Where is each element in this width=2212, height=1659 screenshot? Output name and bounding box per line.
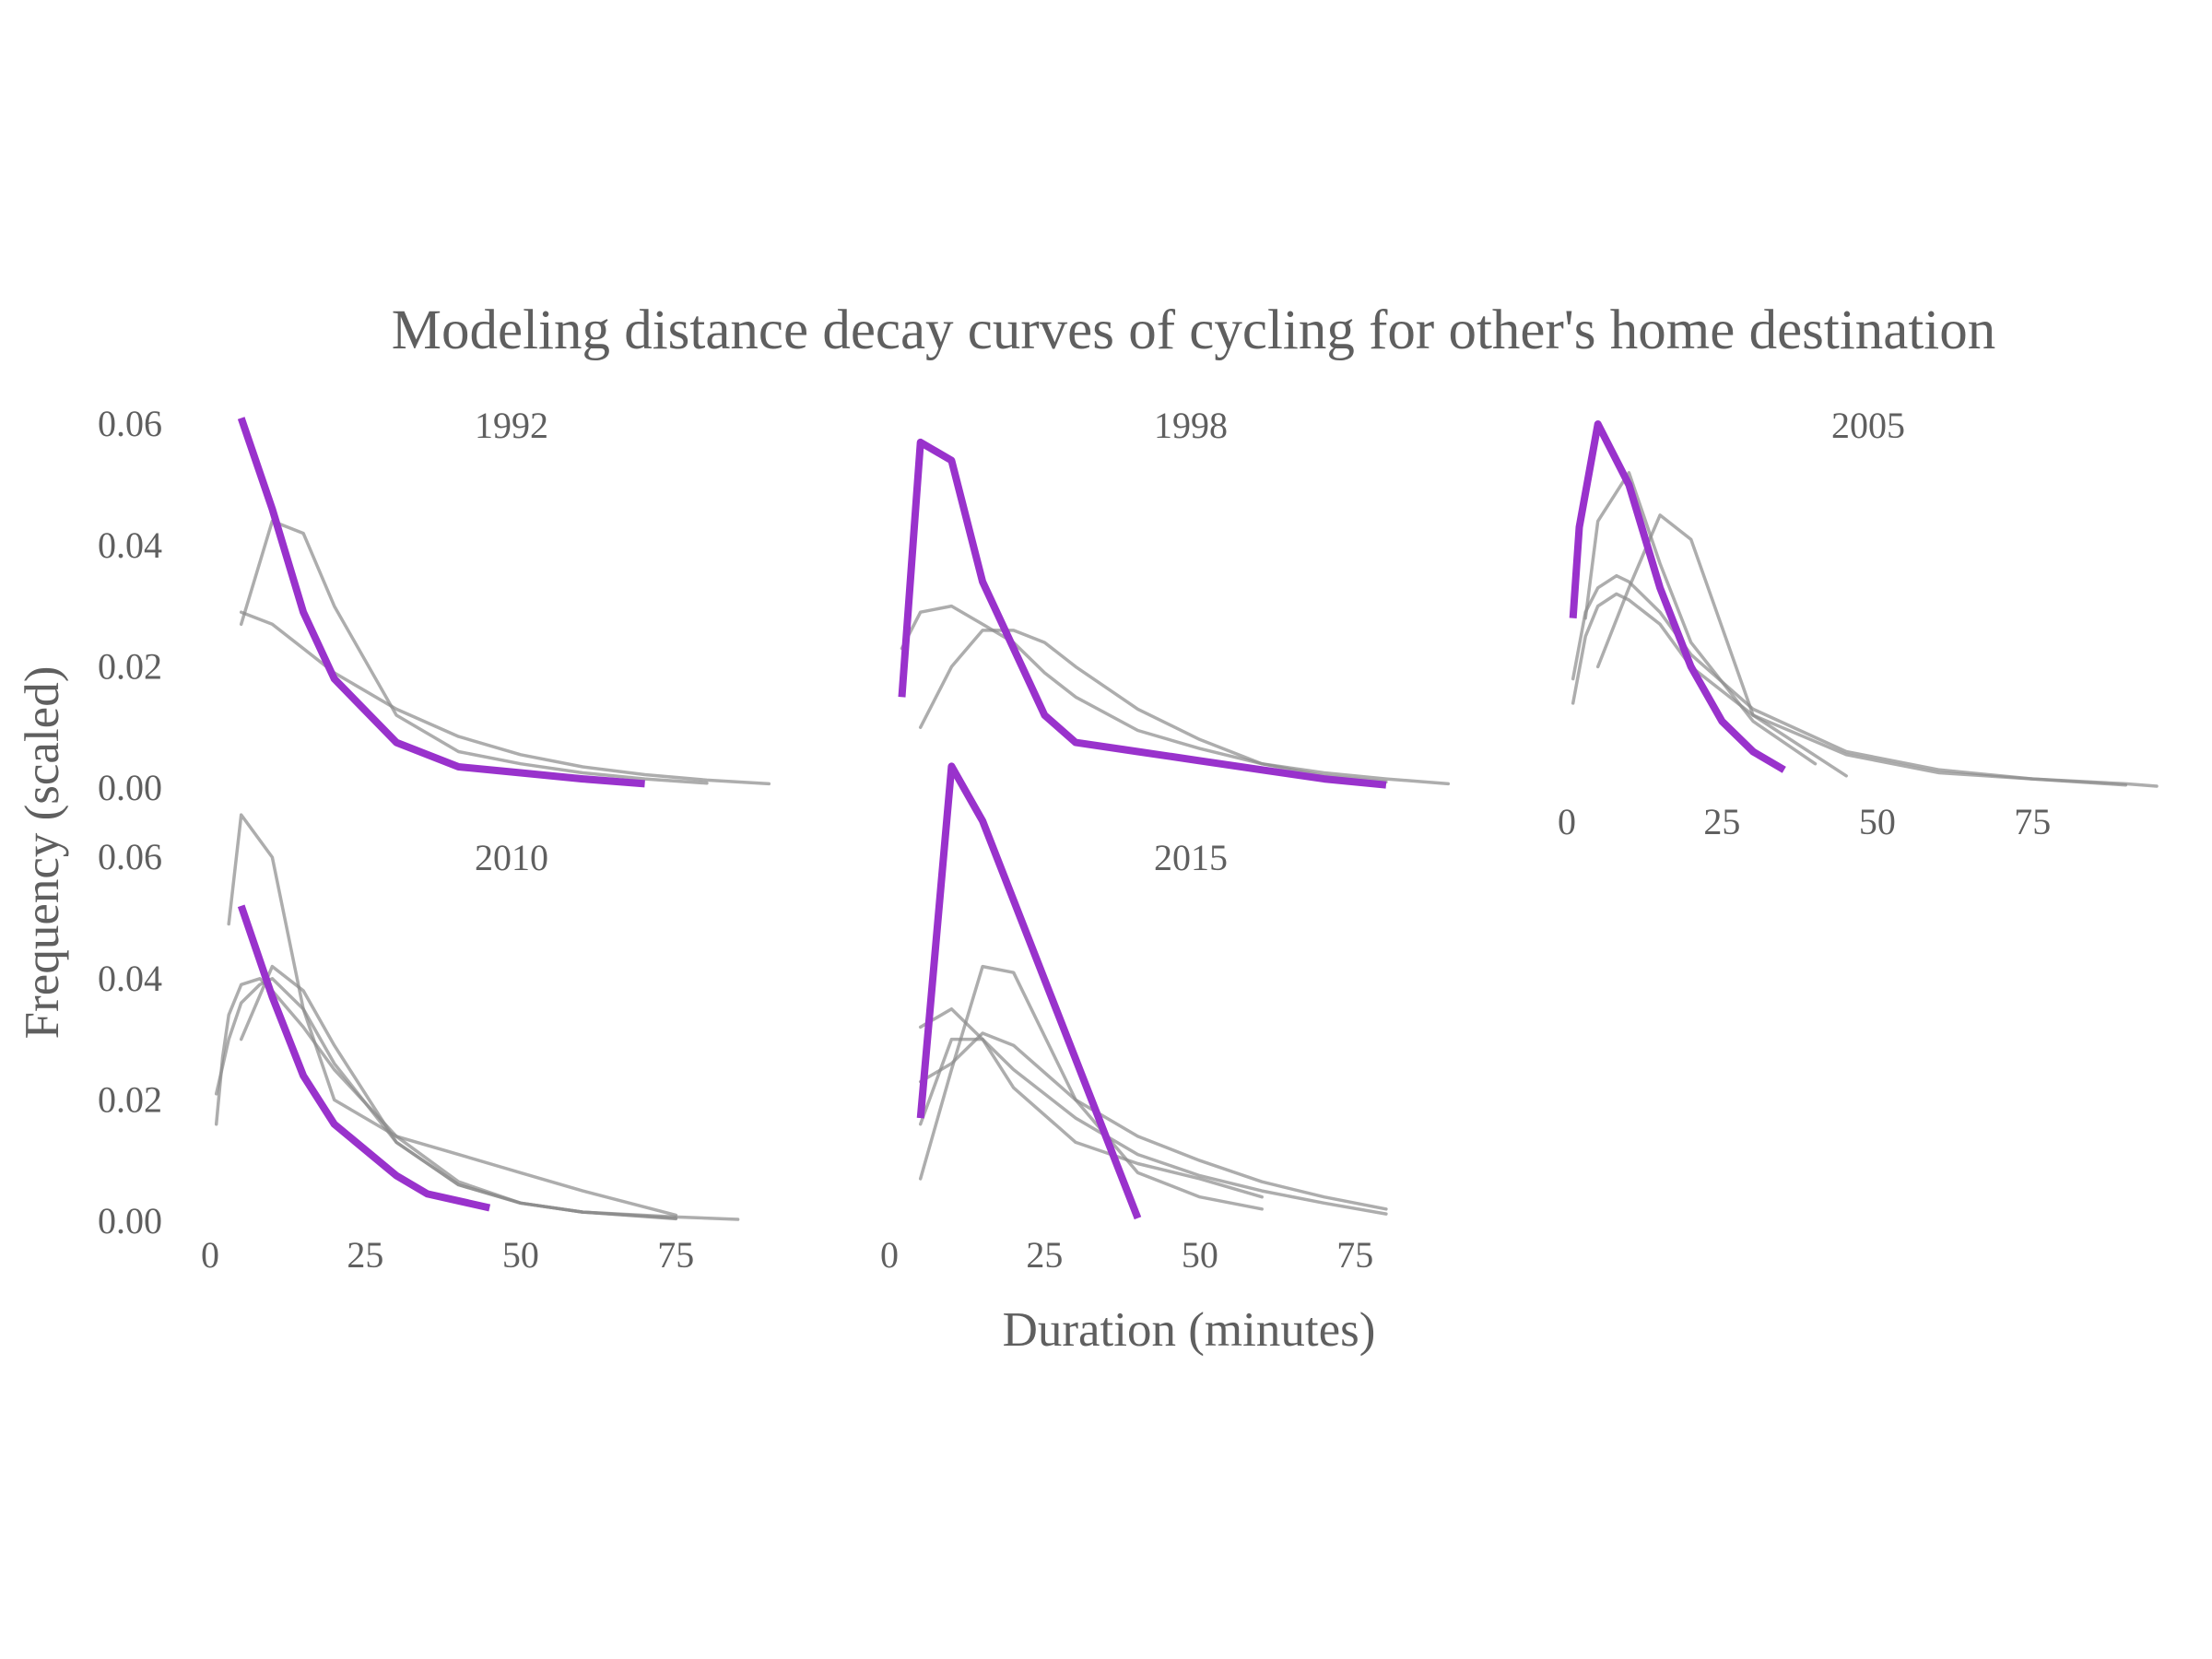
context-series-line (214, 977, 740, 1221)
x-tick-label: 75 (1336, 1234, 1373, 1276)
x-tick-label: 25 (347, 1234, 383, 1276)
panel-2015: 2015 0 25 50 75 (880, 762, 1388, 1276)
panel-1998: 1998 (898, 405, 1451, 789)
y-tick-label: 0.04 (98, 524, 162, 566)
x-tick-label: 50 (1859, 801, 1896, 842)
y-tick-label: 0.06 (98, 836, 162, 877)
highlight-series-line (237, 417, 645, 788)
context-series-line (1583, 471, 1818, 766)
x-tick-label: 25 (1026, 1234, 1063, 1276)
y-tick-label: 0.06 (98, 403, 162, 444)
context-series-line (1571, 592, 2159, 788)
highlight-series-line (916, 762, 1142, 1220)
x-tick-label: 0 (880, 1234, 899, 1276)
panel-label: 2010 (475, 837, 548, 878)
x-tick-label: 50 (1182, 1234, 1218, 1276)
context-series-line (918, 629, 1388, 784)
x-tick-label: 25 (1703, 801, 1740, 842)
y-tick-label: 0.04 (98, 958, 162, 999)
highlight-series-line (1569, 420, 1786, 773)
context-series-line (918, 1031, 1388, 1211)
x-tick-label: 0 (201, 1234, 219, 1276)
highlight-series-line (898, 438, 1387, 789)
y-axis-title: Frequency (scaled) (16, 666, 69, 1040)
context-series-line (227, 813, 678, 1218)
y-tick-label: 0.00 (98, 767, 162, 808)
x-axis-title: Duration (minutes) (1003, 1303, 1376, 1357)
context-series-line (918, 964, 1264, 1211)
highlight-series-line (237, 904, 491, 1212)
y-tick-label: 0.00 (98, 1200, 162, 1241)
facet-panels: 1992 0.00 0.02 0.04 0.06 1998 2005 0 25 50 75 2010 0… (98, 403, 2159, 1276)
panel-2010: 2010 0.00 0.02 0.04 0.06 0 25 50 75 (98, 813, 740, 1276)
context-series-line (239, 964, 678, 1220)
y-tick-label: 0.02 (98, 645, 162, 687)
x-tick-label: 50 (502, 1234, 539, 1276)
context-series-line (918, 1006, 1264, 1199)
x-tick-label: 75 (2014, 801, 2051, 842)
chart-title: Modeling distance decay curves of cyclin… (392, 300, 1996, 361)
context-series-line (1595, 513, 1848, 778)
panel-label: 2005 (1831, 405, 1905, 446)
x-tick-label: 0 (1558, 801, 1576, 842)
context-series-line (900, 604, 1451, 786)
panel-label: 2015 (1154, 837, 1228, 878)
panel-1992: 1992 0.00 0.02 0.04 0.06 (98, 403, 771, 808)
context-series-line (1571, 573, 2128, 787)
panel-label: 1992 (475, 405, 548, 446)
panel-label: 1998 (1154, 405, 1228, 446)
y-tick-label: 0.02 (98, 1078, 162, 1120)
x-tick-label: 75 (657, 1234, 694, 1276)
context-series-line (239, 519, 709, 785)
context-series-line (239, 610, 771, 786)
context-series-line (214, 977, 678, 1221)
panel-2005: 2005 0 25 50 75 (1558, 405, 2159, 842)
context-series-line (918, 1037, 1388, 1216)
